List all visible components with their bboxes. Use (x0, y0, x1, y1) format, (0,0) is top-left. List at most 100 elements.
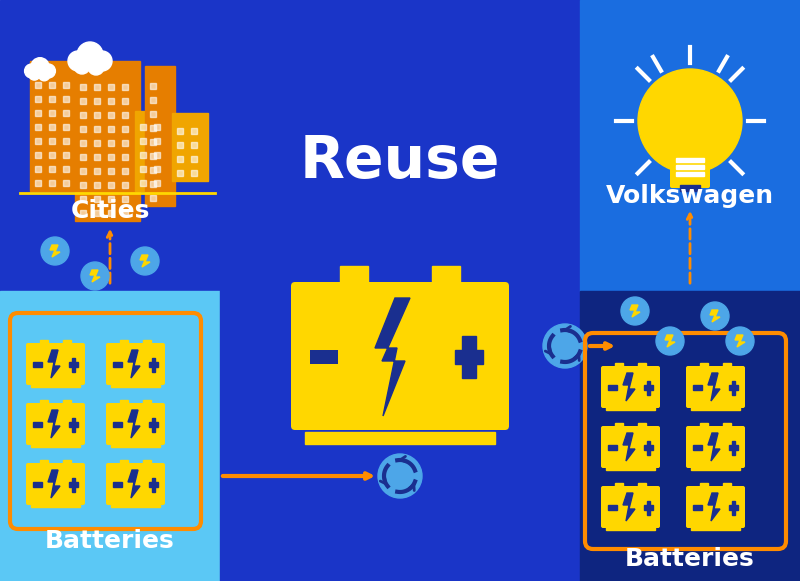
Bar (732, 381, 735, 395)
Polygon shape (50, 245, 60, 257)
Circle shape (638, 69, 742, 173)
Bar (644, 385, 653, 390)
Bar (108, 210, 114, 216)
Bar (732, 441, 735, 455)
Bar (143, 460, 151, 465)
Bar (94, 140, 100, 146)
Bar (80, 182, 86, 188)
Bar (154, 180, 160, 186)
Bar (700, 423, 708, 428)
Bar (72, 478, 75, 492)
Bar (63, 110, 69, 116)
Bar (606, 406, 655, 410)
Bar (63, 460, 71, 465)
Bar (723, 423, 731, 428)
Bar (638, 363, 646, 368)
Bar (108, 182, 114, 188)
Bar (135, 111, 173, 191)
Bar (49, 82, 55, 88)
Bar (191, 170, 197, 176)
Bar (63, 138, 69, 144)
Bar (69, 482, 78, 487)
Bar (31, 503, 80, 507)
Bar (723, 483, 731, 488)
Bar (30, 61, 80, 191)
Bar (35, 180, 41, 186)
Bar (140, 166, 146, 172)
FancyBboxPatch shape (686, 366, 745, 408)
Bar (63, 96, 69, 102)
Circle shape (29, 69, 40, 80)
Bar (80, 126, 86, 132)
FancyBboxPatch shape (26, 343, 85, 385)
Circle shape (726, 327, 754, 355)
Bar (80, 168, 86, 174)
Bar (150, 181, 156, 187)
Bar (143, 340, 151, 345)
Bar (152, 358, 155, 372)
Bar (108, 112, 114, 118)
Bar (729, 385, 738, 390)
Circle shape (656, 327, 684, 355)
Bar (154, 138, 160, 144)
Bar (638, 483, 646, 488)
Polygon shape (708, 433, 720, 461)
Polygon shape (128, 470, 140, 498)
Bar (35, 166, 41, 172)
Bar (120, 340, 128, 345)
Bar (150, 195, 156, 201)
Circle shape (31, 58, 49, 76)
Bar (615, 363, 623, 368)
Bar (691, 406, 740, 410)
Circle shape (378, 454, 422, 498)
Bar (140, 152, 146, 158)
Bar (305, 432, 495, 444)
Text: Volkswagen: Volkswagen (606, 184, 774, 208)
Polygon shape (90, 270, 100, 282)
Bar (80, 154, 86, 160)
Bar (638, 423, 646, 428)
Bar (150, 83, 156, 89)
Circle shape (74, 58, 90, 74)
Bar (220, 0, 580, 581)
Bar (63, 180, 69, 186)
Bar (94, 84, 100, 90)
Polygon shape (708, 493, 720, 521)
Bar (647, 381, 650, 395)
Bar (693, 445, 702, 450)
Bar (700, 483, 708, 488)
Circle shape (42, 64, 55, 78)
Bar (80, 98, 86, 104)
Bar (149, 482, 158, 487)
Bar (33, 422, 42, 427)
Circle shape (131, 247, 159, 275)
Text: Reuse: Reuse (300, 132, 500, 189)
Circle shape (621, 297, 649, 325)
Bar (122, 112, 128, 118)
Bar (94, 154, 100, 160)
Polygon shape (48, 350, 60, 378)
Bar (177, 156, 183, 162)
Bar (700, 363, 708, 368)
Bar (310, 350, 338, 364)
Bar (122, 168, 128, 174)
Bar (94, 112, 100, 118)
Bar (432, 266, 460, 286)
Bar (49, 138, 55, 144)
Bar (49, 180, 55, 186)
Bar (40, 460, 48, 465)
Bar (80, 210, 86, 216)
Bar (154, 152, 160, 158)
Circle shape (38, 70, 50, 81)
Bar (140, 180, 146, 186)
Bar (606, 526, 655, 530)
Polygon shape (623, 433, 635, 461)
Bar (94, 98, 100, 104)
Bar (108, 126, 114, 132)
Bar (35, 82, 41, 88)
Bar (140, 138, 146, 144)
Bar (152, 478, 155, 492)
FancyBboxPatch shape (106, 403, 165, 445)
Text: Batteries: Batteries (45, 529, 175, 553)
Polygon shape (375, 298, 410, 416)
